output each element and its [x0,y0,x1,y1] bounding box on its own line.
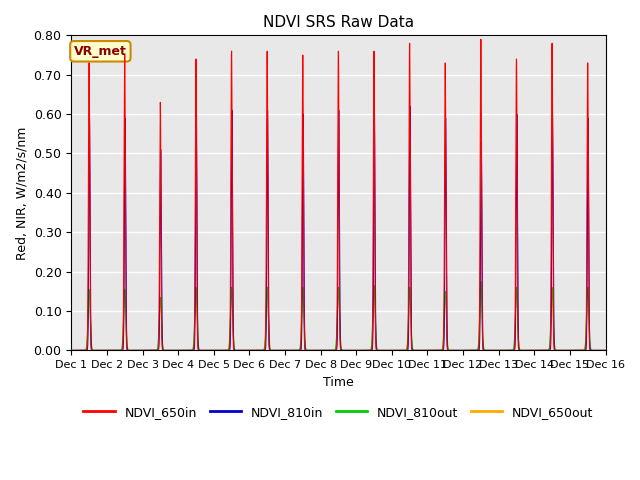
Text: VR_met: VR_met [74,45,127,58]
Y-axis label: Red, NIR, W/m2/s/nm: Red, NIR, W/m2/s/nm [15,126,28,260]
X-axis label: Time: Time [323,376,354,389]
Title: NDVI SRS Raw Data: NDVI SRS Raw Data [263,15,414,30]
Legend: NDVI_650in, NDVI_810in, NDVI_810out, NDVI_650out: NDVI_650in, NDVI_810in, NDVI_810out, NDV… [78,401,598,424]
